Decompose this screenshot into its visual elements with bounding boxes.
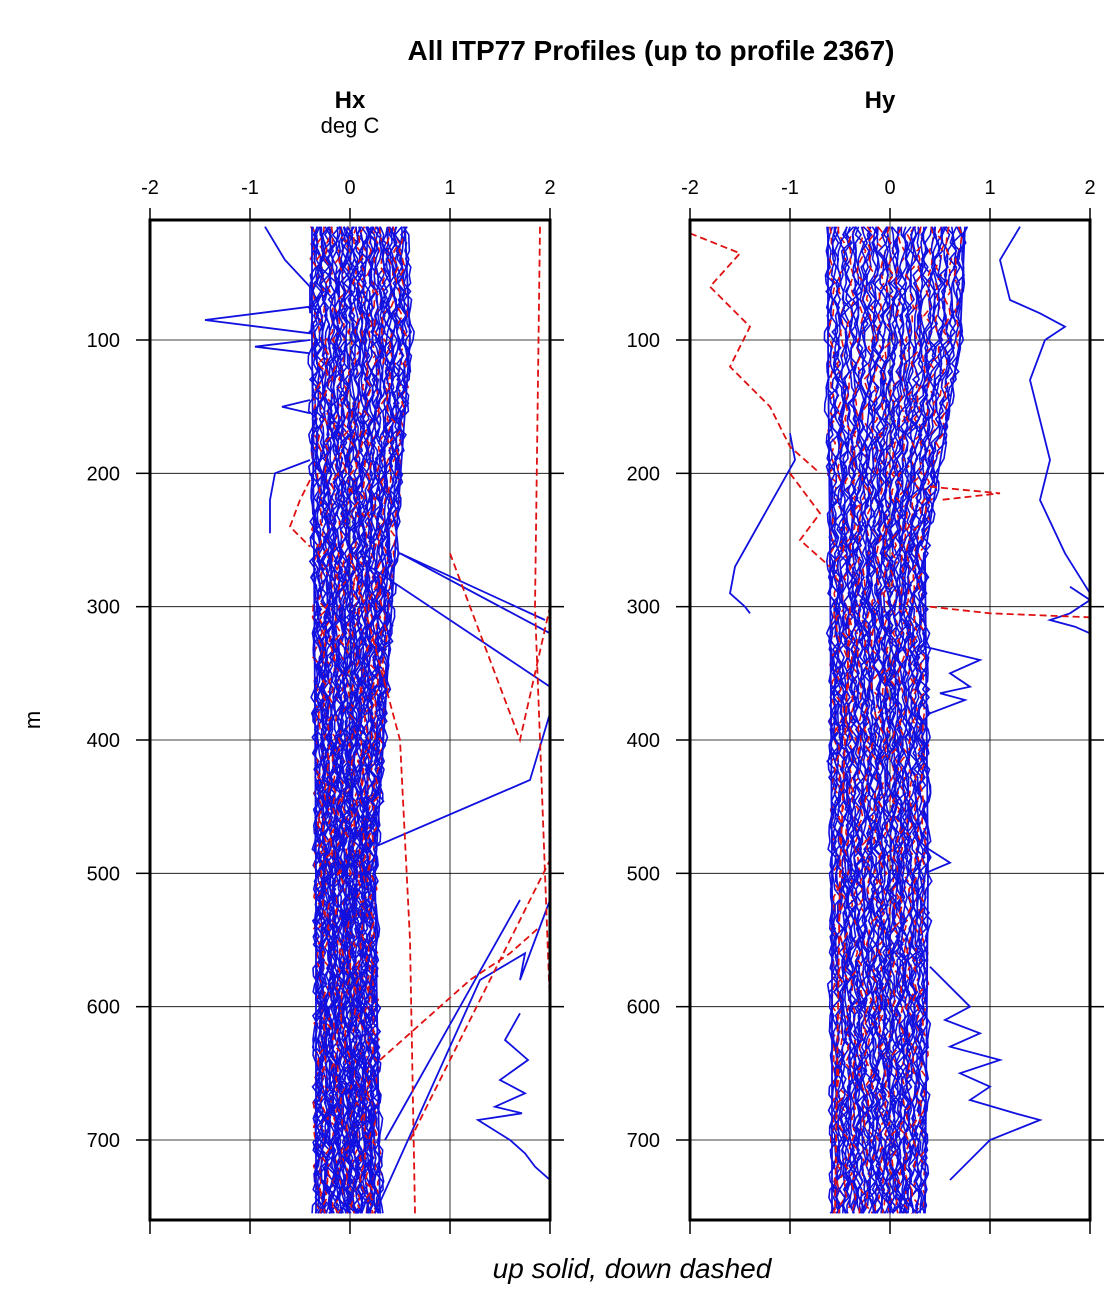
- up-profile-line: [885, 226, 919, 1214]
- up-series-7: [399, 552, 546, 621]
- down-series-14: [288, 479, 311, 548]
- down-profile-line: [316, 226, 328, 1214]
- x-tick-label: -2: [681, 177, 699, 199]
- y-tick-label: 100: [87, 330, 120, 352]
- up-series-10: [374, 713, 550, 848]
- y-tick-label: 500: [87, 863, 120, 885]
- up-profile-line: [877, 226, 908, 1214]
- y-tick-label: 200: [87, 463, 120, 485]
- x-tick-label: 0: [344, 177, 355, 199]
- x-tick-label: 0: [884, 177, 895, 199]
- up-series-11: [384, 899, 521, 1141]
- down-profile-line: [855, 226, 876, 1214]
- up-series-3: [204, 305, 311, 335]
- up-series-9: [369, 565, 550, 688]
- y-tick-label: 600: [627, 997, 660, 1019]
- up-profile-line: [901, 226, 941, 1214]
- up-series-1: [374, 226, 411, 1214]
- up-series-13: [475, 1012, 550, 1181]
- down-profile-line: [875, 226, 906, 1214]
- x-tick-label: -2: [141, 177, 159, 199]
- panel-hx-units: deg C: [321, 113, 380, 138]
- down-series-19: [379, 926, 541, 1061]
- down-profile-line: [911, 226, 953, 1214]
- up-profile-line: [850, 226, 868, 1214]
- chart-title: All ITP77 Profiles (up to profile 2367): [408, 35, 895, 66]
- up-series-4: [254, 339, 311, 355]
- y-axis-label: m: [20, 711, 45, 729]
- up-profile-line: [833, 226, 846, 1214]
- up-profile-line: [846, 226, 865, 1214]
- down-series-16: [409, 859, 550, 1141]
- down-series-17: [534, 226, 550, 1007]
- down-profile-line: [329, 226, 348, 1214]
- up-profile-line: [325, 226, 343, 1214]
- down-profile-line: [841, 226, 857, 1214]
- down-series-11: [929, 485, 1001, 501]
- up-series-0: [827, 226, 833, 1214]
- up-series-0: [311, 226, 317, 1214]
- up-profile-line: [355, 226, 387, 1214]
- y-tick-label: 500: [627, 863, 660, 885]
- up-profile-line: [856, 226, 879, 1214]
- up-profile-line: [358, 226, 394, 1214]
- up-profile-line: [345, 226, 374, 1214]
- x-tick-label: -1: [241, 177, 259, 199]
- up-profile-line: [331, 226, 349, 1214]
- down-series-18: [449, 552, 550, 744]
- up-series-8: [399, 552, 550, 635]
- y-tick-label: 300: [87, 597, 120, 619]
- y-tick-label: 400: [627, 730, 660, 752]
- up-series-12: [374, 899, 550, 1214]
- down-profile-line: [896, 226, 934, 1214]
- up-profile-line: [888, 226, 924, 1214]
- up-series-6: [924, 845, 952, 875]
- panel-hx: -2 -1 0 1 2 100 200 300 400 500 600 700: [87, 177, 564, 1234]
- up-profile-line: [313, 226, 326, 1214]
- y-tick-label: 700: [627, 1130, 660, 1152]
- up-series-6: [269, 459, 311, 534]
- up-series-1: [924, 226, 966, 1214]
- y-tick-label: 100: [627, 330, 660, 352]
- x-axis-label: up solid, down dashed: [493, 1253, 773, 1284]
- down-series-15: [349, 553, 416, 1214]
- up-series-5: [281, 399, 311, 415]
- up-profile-line: [865, 226, 889, 1214]
- panel-hy-title: Hy: [865, 87, 896, 114]
- y-tick-label: 200: [627, 463, 660, 485]
- series-group: [690, 226, 1090, 1214]
- profile-band: [307, 226, 415, 1214]
- y-tick-label: 300: [627, 597, 660, 619]
- up-series-2: [264, 226, 311, 314]
- up-series-4: [1046, 585, 1090, 635]
- x-tick-label: 2: [544, 177, 555, 199]
- up-profile-line: [363, 226, 402, 1214]
- up-profile-line: [895, 226, 933, 1214]
- panel-hy: -2 -1 0 1 2 100 200 300 400 500 600 700: [627, 177, 1104, 1234]
- up-profile-line: [320, 226, 333, 1214]
- down-series-9: [789, 472, 831, 568]
- up-series-7: [929, 966, 1043, 1181]
- x-tick-label: 1: [444, 177, 455, 199]
- down-profile-line: [917, 226, 964, 1214]
- y-tick-label: 700: [87, 1130, 120, 1152]
- up-series-3: [999, 226, 1090, 594]
- series-group: [204, 226, 550, 1214]
- up-profile-line: [341, 226, 368, 1214]
- up-series-2: [729, 433, 796, 614]
- x-tick-label: -1: [781, 177, 799, 199]
- x-tick-label: 1: [984, 177, 995, 199]
- up-profile-line: [339, 226, 365, 1214]
- up-profile-line: [879, 226, 910, 1214]
- y-tick-label: 600: [87, 997, 120, 1019]
- profile-band: [823, 226, 969, 1214]
- up-series-5: [924, 645, 983, 715]
- down-series-8: [690, 232, 821, 474]
- panel-hx-title: Hx: [335, 87, 366, 114]
- down-series-10: [929, 605, 1090, 619]
- y-tick-label: 400: [87, 730, 120, 752]
- down-series-12: [834, 606, 851, 1214]
- x-tick-label: 2: [1084, 177, 1095, 199]
